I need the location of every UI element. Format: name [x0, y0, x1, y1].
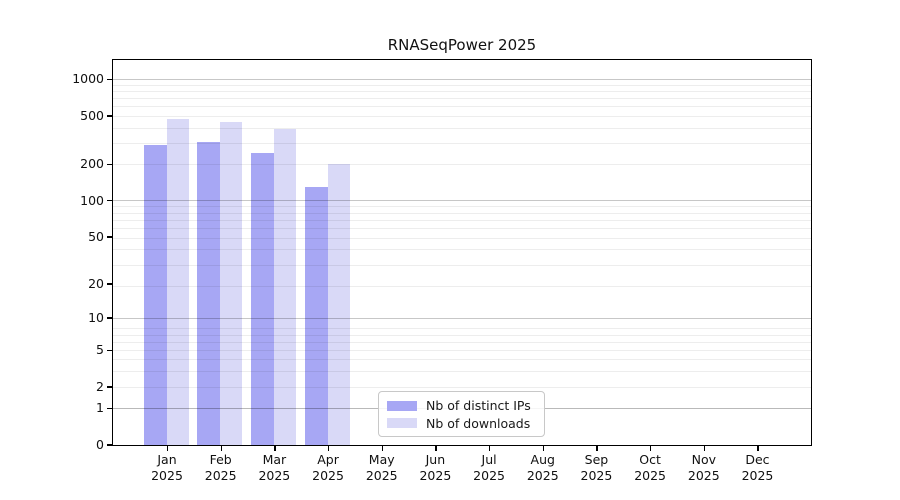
- y-axis-tick-label: 10: [38, 310, 104, 326]
- y-tick-mark: [107, 79, 113, 80]
- gridline-minor: [113, 265, 811, 266]
- bar-distinct-ips: [144, 145, 167, 445]
- y-tick-mark: [107, 386, 113, 387]
- gridline-minor: [113, 359, 811, 360]
- bar-downloads: [167, 119, 189, 445]
- x-tick-mark: [382, 446, 383, 451]
- chart-title: RNASeqPower 2025: [112, 36, 812, 54]
- gridline-minor: [113, 286, 811, 287]
- legend-swatch: [387, 401, 417, 411]
- y-axis-tick-label: 1000: [38, 71, 104, 87]
- gridline-minor: [113, 371, 811, 372]
- y-tick-mark: [107, 283, 113, 284]
- y-axis-tick-label: 2: [38, 379, 104, 395]
- gridline-minor: [113, 85, 811, 86]
- gridline-major: [113, 79, 811, 80]
- x-tick-mark: [650, 446, 651, 451]
- legend-item: Nb of downloads: [387, 415, 536, 432]
- legend-label: Nb of downloads: [426, 416, 530, 431]
- gridline-minor: [113, 228, 811, 229]
- x-tick-mark: [543, 446, 544, 451]
- plot-area: [112, 59, 812, 446]
- bar-distinct-ips: [305, 187, 328, 445]
- legend-item: Nb of distinct IPs: [387, 397, 536, 414]
- y-tick-mark: [107, 350, 113, 351]
- x-tick-mark: [596, 446, 597, 451]
- bar-distinct-ips: [251, 153, 274, 445]
- gridline-minor: [113, 91, 811, 92]
- y-tick-mark: [107, 200, 113, 201]
- x-tick-mark: [221, 446, 222, 451]
- y-tick-mark: [107, 115, 113, 116]
- x-axis-tick-label: Dec 2025: [715, 452, 799, 483]
- y-tick-mark: [107, 317, 113, 318]
- gridline-minor: [113, 335, 811, 336]
- bar-downloads: [220, 122, 242, 445]
- gridline-major: [113, 318, 811, 319]
- y-axis-tick-label: 5: [38, 342, 104, 358]
- bar-distinct-ips: [197, 142, 220, 445]
- gridline-minor: [113, 342, 811, 343]
- gridline-minor: [113, 350, 811, 351]
- gridline-minor: [113, 238, 811, 239]
- y-tick-mark: [107, 444, 113, 445]
- gridline-minor: [113, 164, 811, 165]
- y-tick-mark: [107, 236, 113, 237]
- legend-swatch: [387, 418, 417, 428]
- legend-label: Nb of distinct IPs: [426, 398, 531, 413]
- gridline-minor: [113, 387, 811, 388]
- gridline-minor: [113, 220, 811, 221]
- gridline-minor: [113, 143, 811, 144]
- legend: Nb of distinct IPs Nb of downloads: [378, 391, 545, 437]
- gridline-minor: [113, 206, 811, 207]
- gridline-minor: [113, 116, 811, 117]
- gridline-major: [113, 200, 811, 201]
- x-tick-mark: [435, 446, 436, 451]
- gridline-minor: [113, 213, 811, 214]
- gridline-minor: [113, 106, 811, 107]
- y-axis-tick-label: 50: [38, 229, 104, 245]
- gridline-minor: [113, 128, 811, 129]
- x-tick-mark: [704, 446, 705, 451]
- y-axis-tick-label: 200: [38, 156, 104, 172]
- gridline-minor: [113, 98, 811, 99]
- gridline-minor: [113, 328, 811, 329]
- x-tick-mark: [489, 446, 490, 451]
- y-tick-mark: [107, 164, 113, 165]
- x-tick-mark: [328, 446, 329, 451]
- y-axis-tick-label: 20: [38, 276, 104, 292]
- y-axis-tick-label: 0: [38, 437, 104, 453]
- y-axis-tick-label: 100: [38, 193, 104, 209]
- x-tick-mark: [274, 446, 275, 451]
- x-tick-mark: [757, 446, 758, 451]
- y-axis-tick-label: 500: [38, 108, 104, 124]
- y-axis-tick-label: 1: [38, 400, 104, 416]
- y-tick-mark: [107, 408, 113, 409]
- gridline-minor: [113, 249, 811, 250]
- figure: RNASeqPower 2025 Nb of distinct IPsNb of…: [0, 0, 900, 500]
- x-tick-mark: [167, 446, 168, 451]
